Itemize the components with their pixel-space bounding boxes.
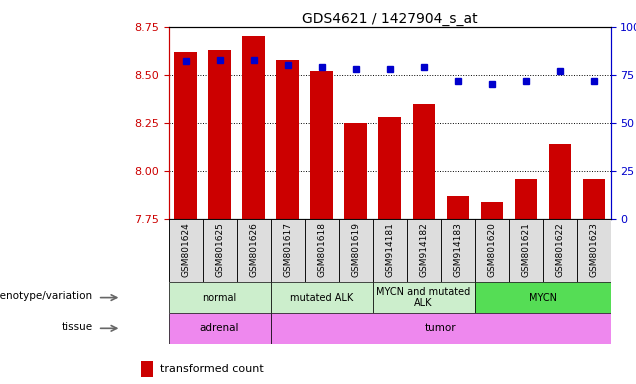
Bar bbox=[373, 219, 406, 282]
Text: GSM914181: GSM914181 bbox=[385, 222, 394, 277]
Bar bbox=[413, 104, 434, 219]
Bar bbox=[577, 219, 611, 282]
Text: GSM801620: GSM801620 bbox=[487, 222, 496, 277]
Bar bbox=[515, 179, 537, 219]
Text: adrenal: adrenal bbox=[200, 323, 239, 333]
Bar bbox=[237, 219, 270, 282]
Text: mutated ALK: mutated ALK bbox=[290, 293, 353, 303]
Bar bbox=[270, 219, 305, 282]
Bar bbox=[209, 50, 231, 219]
Text: MYCN: MYCN bbox=[529, 293, 556, 303]
Bar bbox=[583, 179, 605, 219]
Bar bbox=[373, 282, 474, 313]
Bar bbox=[474, 282, 611, 313]
Text: GSM801624: GSM801624 bbox=[181, 222, 190, 277]
Bar bbox=[446, 196, 469, 219]
Text: GSM801626: GSM801626 bbox=[249, 222, 258, 277]
Text: GSM801621: GSM801621 bbox=[521, 222, 530, 277]
Text: GSM801622: GSM801622 bbox=[555, 222, 564, 277]
Bar bbox=[141, 361, 153, 377]
Bar bbox=[474, 219, 509, 282]
Bar bbox=[242, 36, 265, 219]
Text: GSM801623: GSM801623 bbox=[589, 222, 598, 277]
Text: tissue: tissue bbox=[62, 322, 93, 332]
Text: GSM801619: GSM801619 bbox=[351, 222, 360, 277]
Bar bbox=[481, 202, 502, 219]
Text: normal: normal bbox=[202, 293, 237, 303]
Title: GDS4621 / 1427904_s_at: GDS4621 / 1427904_s_at bbox=[301, 12, 478, 26]
Text: GSM801617: GSM801617 bbox=[283, 222, 292, 277]
Text: transformed count: transformed count bbox=[160, 364, 264, 374]
Text: tumor: tumor bbox=[425, 323, 457, 333]
Text: GSM801625: GSM801625 bbox=[215, 222, 224, 277]
Text: GSM801618: GSM801618 bbox=[317, 222, 326, 277]
Bar bbox=[543, 219, 577, 282]
Bar bbox=[277, 60, 298, 219]
Text: GSM914182: GSM914182 bbox=[419, 222, 428, 277]
Bar bbox=[345, 123, 366, 219]
Bar bbox=[270, 282, 373, 313]
Text: MYCN and mutated
ALK: MYCN and mutated ALK bbox=[377, 287, 471, 308]
Bar bbox=[548, 144, 570, 219]
Bar bbox=[169, 282, 270, 313]
Bar bbox=[310, 71, 333, 219]
Text: GSM914183: GSM914183 bbox=[453, 222, 462, 277]
Bar bbox=[441, 219, 474, 282]
Bar bbox=[509, 219, 543, 282]
Bar bbox=[169, 219, 202, 282]
Bar bbox=[174, 52, 197, 219]
Bar bbox=[270, 313, 611, 344]
Bar bbox=[406, 219, 441, 282]
Bar bbox=[169, 313, 270, 344]
Bar bbox=[378, 117, 401, 219]
Bar bbox=[202, 219, 237, 282]
Text: genotype/variation: genotype/variation bbox=[0, 291, 93, 301]
Bar bbox=[305, 219, 338, 282]
Bar bbox=[338, 219, 373, 282]
